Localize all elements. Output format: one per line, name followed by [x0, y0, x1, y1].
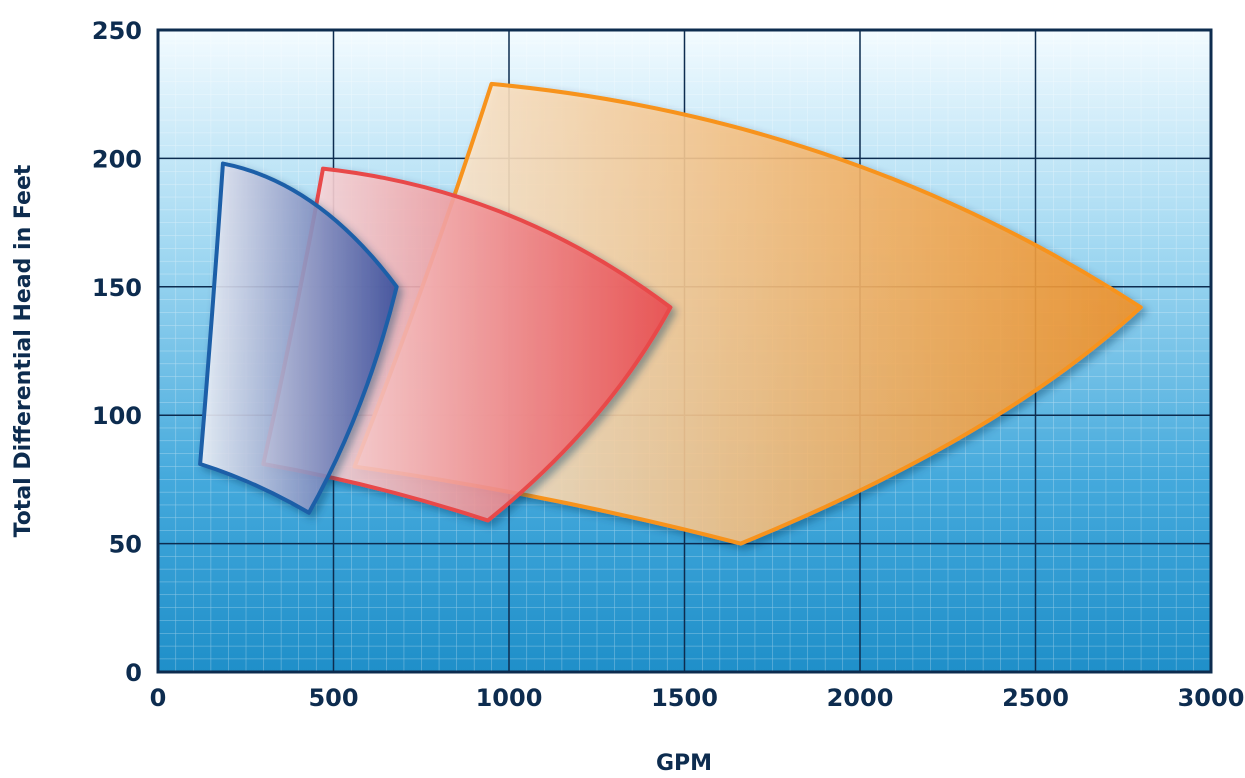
x-tick-label: 2000 [827, 684, 894, 712]
x-tick-label: 3000 [1178, 684, 1245, 712]
x-tick-label: 1500 [651, 684, 718, 712]
y-tick-label: 50 [109, 531, 142, 559]
plot-frame [156, 28, 1213, 674]
x-tick-label: 1000 [476, 684, 543, 712]
y-tick-label: 150 [92, 274, 142, 302]
x-axis-label: GPM [656, 751, 712, 776]
x-tick-label: 0 [150, 684, 167, 712]
y-tick-label: 250 [92, 17, 142, 45]
y-tick-label: 100 [92, 402, 142, 430]
performance-regions [198, 81, 1143, 546]
x-tick-label: 2500 [1002, 684, 1069, 712]
y-tick-label: 0 [125, 659, 142, 687]
x-tick-label: 500 [308, 684, 358, 712]
y-tick-label: 200 [92, 145, 142, 173]
x-axis-ticks: 0 500 1000 1500 2000 2500 3000 [150, 684, 1245, 712]
region-2 [198, 161, 399, 515]
y-axis-label: Total Differential Head in Feet [11, 164, 36, 537]
y-axis-ticks: 0 50 100 150 200 250 [92, 17, 142, 687]
